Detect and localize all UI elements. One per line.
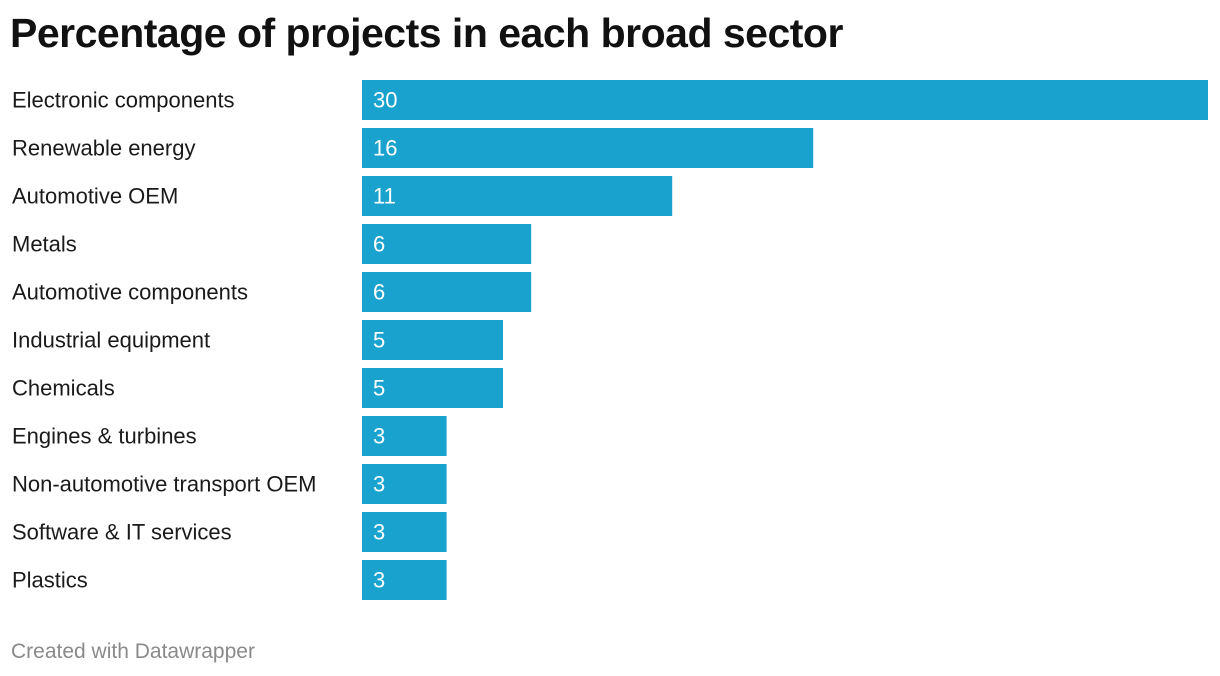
bar-value-label: 6	[373, 232, 385, 257]
category-label: Non-automotive transport OEM	[12, 472, 316, 497]
bar	[362, 368, 503, 408]
bar-value-label: 3	[373, 424, 385, 449]
bar	[362, 464, 447, 504]
bar	[362, 224, 532, 264]
bar-value-label: 6	[373, 280, 385, 305]
bar-value-label: 30	[373, 88, 397, 113]
bar-value-label: 5	[373, 376, 385, 401]
bar	[362, 512, 447, 552]
chart-title: Percentage of projects in each broad sec…	[10, 10, 843, 56]
bar-value-label: 16	[373, 136, 397, 161]
value-labels: 30 16 11 6 6 5 5 3 3 3 3	[373, 88, 397, 593]
category-label: Renewable energy	[12, 136, 195, 161]
category-label: Chemicals	[12, 376, 115, 401]
bar-value-label: 5	[373, 328, 385, 353]
category-label: Software & IT services	[12, 520, 232, 545]
bar	[362, 128, 814, 168]
bar-chart: Electronic components Renewable energy Aut…	[12, 80, 1208, 600]
category-label: Electronic components	[12, 88, 235, 113]
category-label: Metals	[12, 232, 77, 257]
bar	[362, 272, 532, 312]
bars	[362, 80, 1208, 600]
bar-value-label: 11	[373, 184, 396, 209]
bar	[362, 176, 673, 216]
bar	[362, 560, 447, 600]
bar	[362, 416, 447, 456]
category-label: Plastics	[12, 568, 88, 593]
category-labels: Electronic components Renewable energy Aut…	[12, 88, 316, 593]
bar-value-label: 3	[373, 568, 385, 593]
category-label: Automotive OEM	[12, 184, 178, 209]
bar-value-label: 3	[373, 472, 385, 497]
attribution-footer: Created with Datawrapper	[11, 640, 255, 663]
bar	[362, 320, 503, 360]
category-label: Automotive components	[12, 280, 248, 305]
category-label: Industrial equipment	[12, 328, 210, 353]
bar	[362, 80, 1208, 120]
bar-value-label: 3	[373, 520, 385, 545]
category-label: Engines & turbines	[12, 424, 197, 449]
